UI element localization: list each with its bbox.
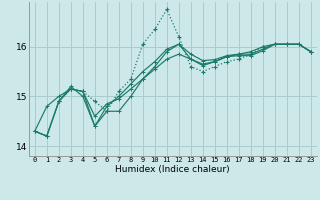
X-axis label: Humidex (Indice chaleur): Humidex (Indice chaleur) [116,165,230,174]
